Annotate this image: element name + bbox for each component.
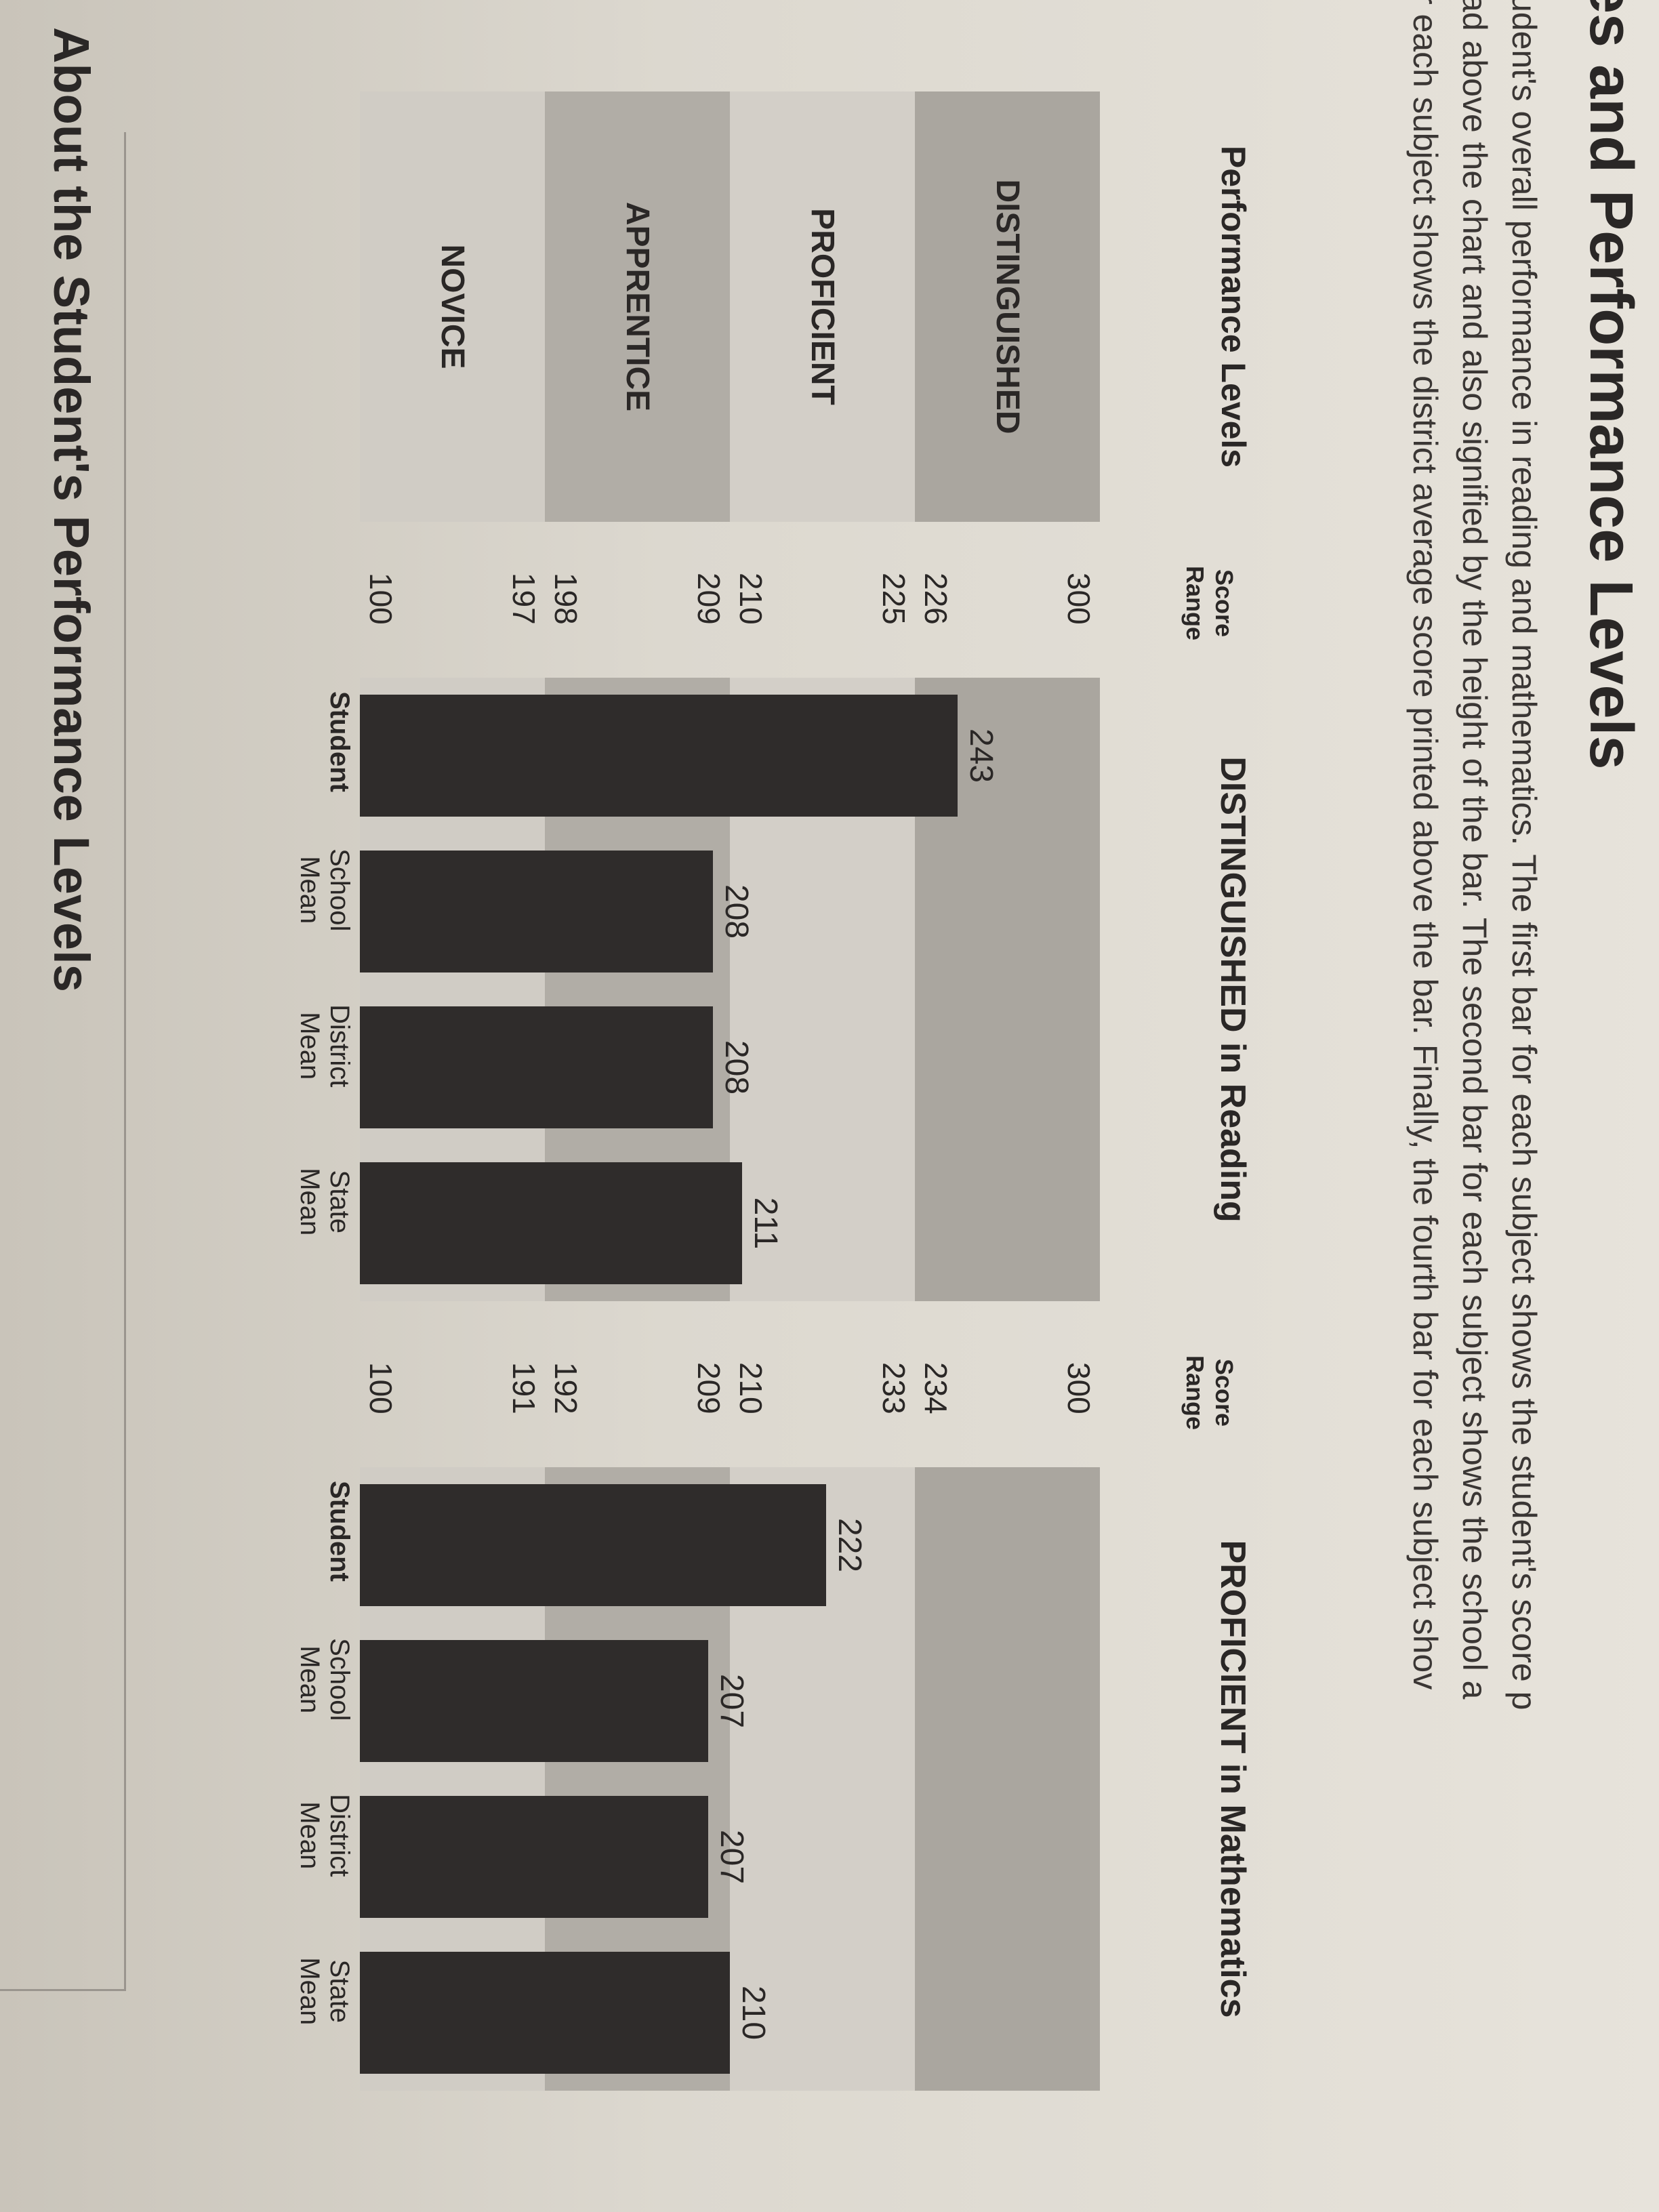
paragraph-line: ad above the chart and also signified by… bbox=[1456, 0, 1494, 1700]
x-tick-label: District Mean bbox=[295, 1004, 354, 1088]
bar bbox=[360, 1640, 708, 1762]
y-tick-label: 234 bbox=[918, 1362, 954, 1414]
x-tick-label: State Mean bbox=[295, 1957, 354, 2026]
y-tick-label: 100 bbox=[363, 1362, 398, 1414]
x-tick-label: State Mean bbox=[295, 1168, 354, 1236]
y-tick-label: 226 bbox=[918, 573, 954, 625]
y-tick-label: 100 bbox=[363, 573, 398, 625]
axis-title: Score Range bbox=[1181, 565, 1238, 641]
x-tick-label: District Mean bbox=[295, 1794, 354, 1877]
y-tick-label: 191 bbox=[506, 1362, 541, 1414]
levels-title: Performance Levels bbox=[1214, 145, 1252, 468]
bar bbox=[360, 1162, 743, 1284]
y-tick-label: 209 bbox=[691, 1362, 726, 1414]
x-tick-label: Student bbox=[325, 1481, 354, 1582]
value-label: 207 bbox=[713, 1673, 750, 1729]
bar bbox=[360, 695, 958, 817]
level-label: NOVICE bbox=[434, 244, 470, 369]
value-label: 210 bbox=[735, 1985, 771, 2041]
y-tick-label: 210 bbox=[733, 1362, 769, 1414]
bar bbox=[360, 1006, 714, 1128]
band bbox=[915, 1467, 1100, 2091]
y-tick-label: 197 bbox=[506, 573, 541, 625]
bar bbox=[360, 851, 714, 972]
paragraph-line: udent's overall performance in reading a… bbox=[1505, 0, 1543, 1711]
bar bbox=[360, 1796, 708, 1918]
chart-title: DISTINGUISHED in Reading bbox=[1213, 756, 1252, 1223]
value-label: 211 bbox=[747, 1197, 784, 1250]
value-label: 208 bbox=[718, 1040, 755, 1095]
y-tick-label: 210 bbox=[733, 573, 769, 625]
value-label: 208 bbox=[718, 884, 755, 939]
value-label: 243 bbox=[962, 728, 999, 783]
bar bbox=[360, 1484, 827, 1606]
value-label: 222 bbox=[832, 1517, 868, 1573]
paragraph-line: r each subject shows the district averag… bbox=[1406, 0, 1444, 1690]
y-tick-label: 198 bbox=[548, 573, 583, 625]
axis-title: Score Range bbox=[1181, 1355, 1238, 1431]
y-tick-label: 300 bbox=[1061, 573, 1097, 625]
section-title: About the Student's Performance Levels bbox=[43, 27, 100, 992]
bar bbox=[360, 1952, 730, 2074]
level-label: PROFICIENT bbox=[804, 208, 840, 405]
level-label: DISTINGUISHED bbox=[989, 179, 1025, 434]
level-label: APPRENTICE bbox=[619, 201, 655, 412]
y-tick-label: 192 bbox=[548, 1362, 583, 1414]
chart-title: PROFICIENT in Mathematics bbox=[1213, 1540, 1252, 2018]
y-tick-label: 225 bbox=[876, 573, 912, 625]
x-tick-label: School Mean bbox=[295, 1638, 354, 1721]
x-tick-label: Student bbox=[325, 691, 354, 792]
y-tick-label: 300 bbox=[1061, 1362, 1097, 1414]
value-label: 207 bbox=[713, 1829, 750, 1885]
x-tick-label: School Mean bbox=[295, 848, 354, 932]
y-tick-label: 209 bbox=[691, 573, 726, 625]
y-tick-label: 233 bbox=[876, 1362, 912, 1414]
page-title: es and Performance Levels bbox=[1577, 0, 1645, 770]
